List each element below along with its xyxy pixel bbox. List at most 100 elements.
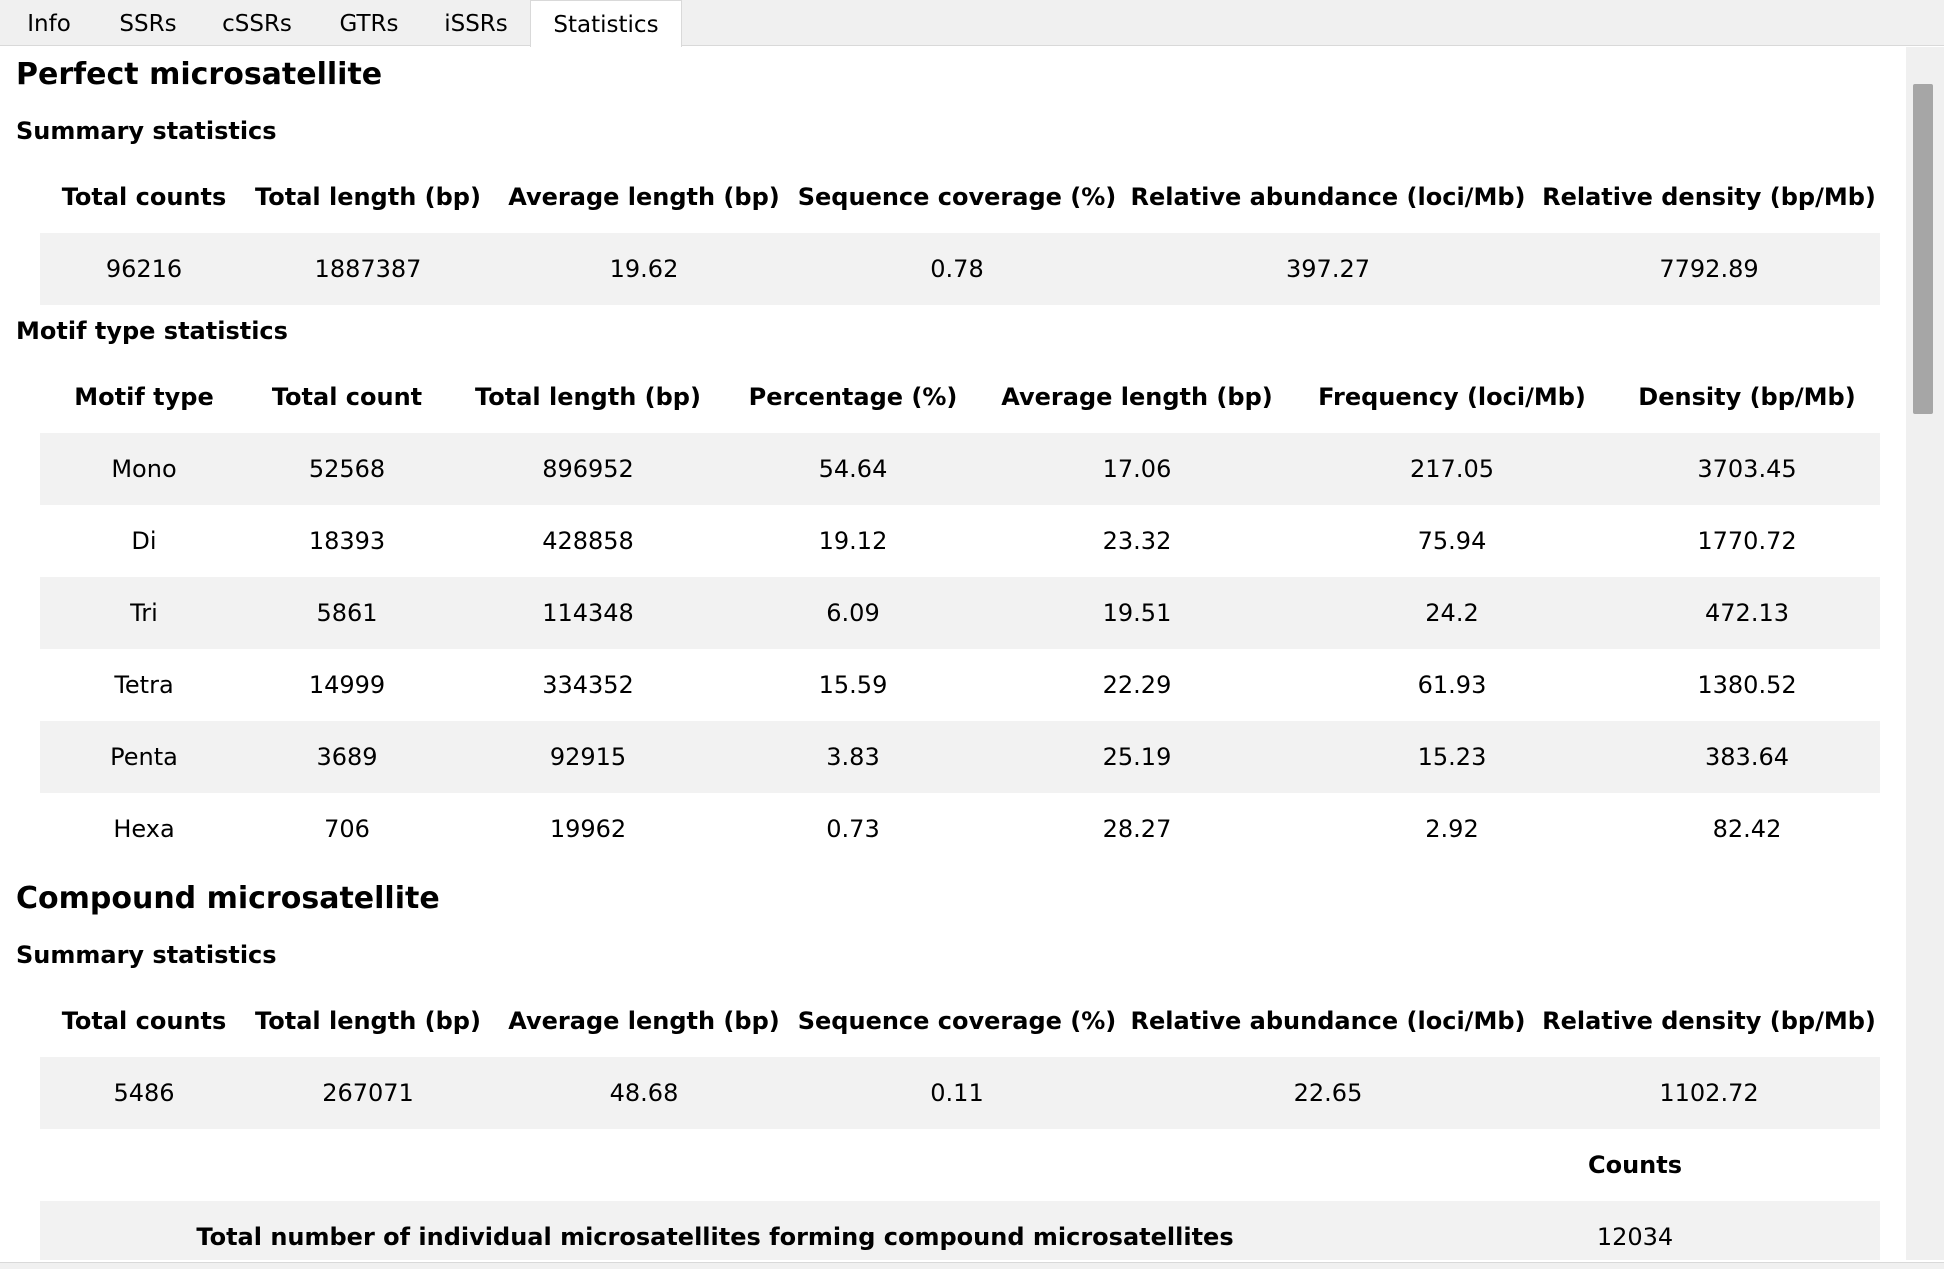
table-cell: 267071: [322, 1079, 414, 1107]
column-header: Average length (bp): [508, 1007, 780, 1035]
column-header: Percentage (%): [748, 383, 958, 411]
column-header: Relative abundance (loci/Mb): [1130, 183, 1526, 211]
table-row: Tri 5861 114348 6.09 19.51 24.2 472.13: [40, 577, 1880, 649]
table-cell: 19962: [549, 815, 627, 843]
column-header: Frequency (loci/Mb): [1318, 383, 1586, 411]
column-header: Sequence coverage (%): [797, 183, 1117, 211]
perfect-summary-title: Summary statistics: [16, 117, 277, 145]
table-row: Mono 52568 896952 54.64 17.06 217.05 370…: [40, 433, 1880, 505]
table-cell: 896952: [542, 455, 634, 483]
table-cell: 0.11: [930, 1079, 984, 1107]
table-row: Penta 3689 92915 3.83 25.19 15.23 383.64: [40, 721, 1880, 793]
table-cell: Di: [131, 527, 157, 555]
table-cell: 7792.89: [1659, 255, 1759, 283]
table-cell: Tetra: [114, 671, 174, 699]
table-cell: 1770.72: [1697, 527, 1797, 555]
tab-cssrs[interactable]: cSSRs: [222, 11, 292, 37]
table-cell-label: Total number of individual microsatellit…: [196, 1223, 1234, 1251]
table-cell: Hexa: [113, 815, 175, 843]
table-cell: 706: [324, 815, 370, 843]
column-header: Total length (bp): [255, 1007, 481, 1035]
compound-summary-header-row: Total counts Total length (bp) Average l…: [40, 985, 1880, 1057]
table-cell: 75.94: [1417, 527, 1487, 555]
tab-gtrs[interactable]: GTRs: [339, 11, 399, 37]
perfect-summary-header-row: Total counts Total length (bp) Average l…: [40, 161, 1880, 233]
table-cell: 3.83: [826, 743, 880, 771]
table-cell: 23.32: [1102, 527, 1172, 555]
table-cell: 15.23: [1417, 743, 1487, 771]
individual-row: Total number of individual microsatellit…: [40, 1201, 1880, 1260]
table-cell: 54.64: [818, 455, 888, 483]
table-cell: 48.68: [609, 1079, 679, 1107]
table-cell: 96216: [105, 255, 183, 283]
table-cell: 61.93: [1417, 671, 1487, 699]
table-cell: 397.27: [1286, 255, 1370, 283]
tab-info[interactable]: Info: [27, 11, 71, 37]
column-header: Relative density (bp/Mb): [1542, 183, 1876, 211]
tab-bar: Info SSRs cSSRs GTRs iSSRs Statistics: [0, 0, 1944, 47]
column-header: Density (bp/Mb): [1638, 383, 1856, 411]
individual-header-row: Counts: [40, 1129, 1880, 1201]
table-cell: 5861: [316, 599, 378, 627]
column-header: Counts: [1587, 1151, 1683, 1179]
table-cell: 5486: [113, 1079, 175, 1107]
table-cell: 19.51: [1102, 599, 1172, 627]
motif-type-title: Motif type statistics: [16, 317, 288, 345]
column-header: Sequence coverage (%): [797, 1007, 1117, 1035]
table-cell: Penta: [110, 743, 178, 771]
table-cell: 18393: [308, 527, 386, 555]
column-header: Relative abundance (loci/Mb): [1130, 1007, 1526, 1035]
table-cell: 114348: [542, 599, 634, 627]
table-cell: 12034: [1596, 1223, 1674, 1251]
table-cell: 24.2: [1425, 599, 1479, 627]
column-header: Motif type: [74, 383, 214, 411]
table-cell: 3689: [316, 743, 378, 771]
table-row: Tetra 14999 334352 15.59 22.29 61.93 138…: [40, 649, 1880, 721]
compound-title: Compound microsatellite: [16, 881, 440, 916]
column-header: Average length (bp): [1001, 383, 1273, 411]
table-cell: 0.73: [826, 815, 880, 843]
table-cell: 28.27: [1102, 815, 1172, 843]
column-header: Relative density (bp/Mb): [1542, 1007, 1876, 1035]
table-cell: 428858: [542, 527, 634, 555]
tab-ssrs[interactable]: SSRs: [119, 11, 177, 37]
table-cell: 14999: [308, 671, 386, 699]
column-header: Total count: [271, 383, 423, 411]
table-cell: 217.05: [1410, 455, 1494, 483]
table-cell: 472.13: [1705, 599, 1789, 627]
table-cell: 1102.72: [1659, 1079, 1759, 1107]
table-cell: 1380.52: [1697, 671, 1797, 699]
column-header: Total length (bp): [475, 383, 701, 411]
column-header: Total counts: [61, 1007, 227, 1035]
compound-summary-row: 5486 267071 48.68 0.11 22.65 1102.72: [40, 1057, 1880, 1129]
table-cell: 22.65: [1293, 1079, 1363, 1107]
perfect-summary-row: 96216 1887387 19.62 0.78 397.27 7792.89: [40, 233, 1880, 305]
table-cell: 19.12: [818, 527, 888, 555]
table-cell: 17.06: [1102, 455, 1172, 483]
table-row: Hexa 706 19962 0.73 28.27 2.92 82.42: [40, 793, 1880, 865]
table-cell: 22.29: [1102, 671, 1172, 699]
table-cell: 383.64: [1705, 743, 1789, 771]
table-cell: 92915: [549, 743, 627, 771]
tab-statistics[interactable]: Statistics: [530, 0, 682, 47]
scrollbar-thumb[interactable]: [1913, 84, 1933, 414]
motif-header-row: Motif type Total count Total length (bp)…: [40, 361, 1880, 433]
table-cell: 1887387: [314, 255, 422, 283]
column-header: Total length (bp): [255, 183, 481, 211]
table-cell: 19.62: [609, 255, 679, 283]
table-cell: 15.59: [818, 671, 888, 699]
table-cell: 3703.45: [1697, 455, 1797, 483]
table-cell: 6.09: [826, 599, 880, 627]
column-header: Average length (bp): [508, 183, 780, 211]
column-header: Total counts: [61, 183, 227, 211]
table-cell: 2.92: [1425, 815, 1479, 843]
tab-issrs[interactable]: iSSRs: [444, 11, 508, 37]
table-cell: 0.78: [930, 255, 984, 283]
table-cell: 25.19: [1102, 743, 1172, 771]
compound-summary-title: Summary statistics: [16, 941, 277, 969]
table-cell: 334352: [542, 671, 634, 699]
statistics-panel: Perfect microsatellite Summary statistic…: [4, 47, 1904, 1260]
bottom-border: [0, 1262, 1944, 1269]
perfect-title: Perfect microsatellite: [16, 57, 383, 92]
table-cell: 82.42: [1712, 815, 1782, 843]
